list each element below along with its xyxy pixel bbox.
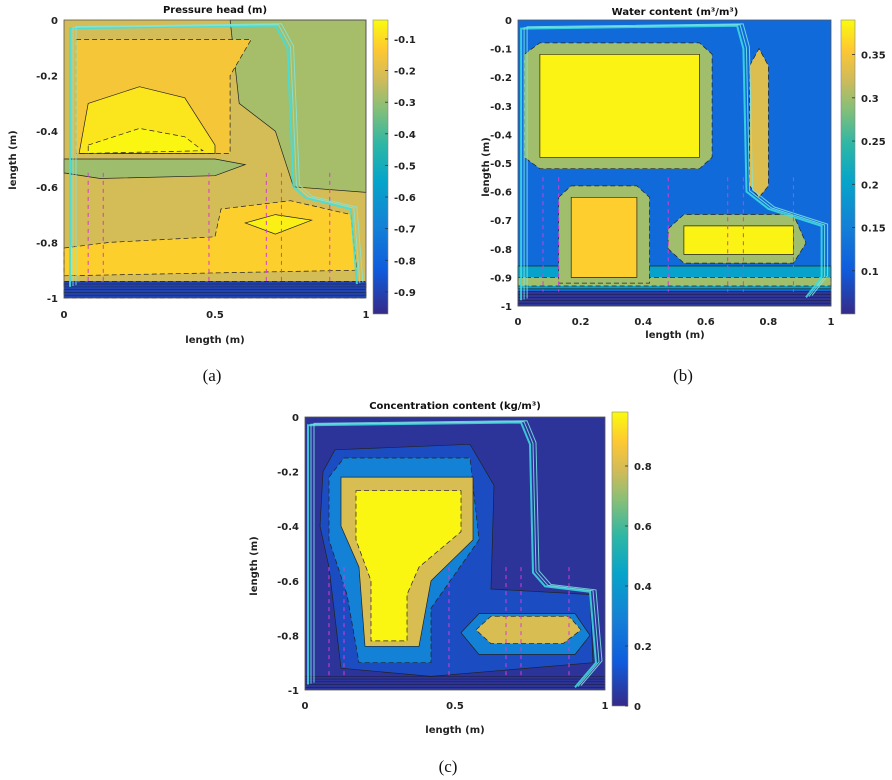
- contour-region: [475, 615, 582, 644]
- x-tick-label: 0: [515, 317, 522, 328]
- y-tick-label: -0.7: [490, 216, 512, 227]
- y-tick-label: -0.8: [490, 245, 512, 256]
- x-tick-label: 1: [602, 701, 609, 712]
- colorbar-tick-label: -0.4: [394, 130, 416, 141]
- y-tick-label: -0.4: [277, 522, 299, 533]
- panel-caption: (c): [439, 757, 458, 776]
- x-tick-label: 1: [363, 310, 370, 321]
- x-tick-label: 0: [61, 310, 68, 321]
- colorbar-tick-label: -0.3: [394, 98, 416, 109]
- colorbar-tick-label: 0.4: [634, 582, 652, 593]
- plot-area: [63, 19, 367, 299]
- y-tick-label: -0.6: [36, 183, 58, 194]
- plot-frame: [304, 416, 606, 691]
- y-tick-label: 0: [292, 413, 299, 424]
- y-tick-label: -0.1: [490, 45, 512, 56]
- streamline: [69, 24, 358, 287]
- colorbar-tick-label: 0.1: [861, 267, 879, 278]
- chart-title: Water content (m³/m³): [612, 7, 739, 18]
- x-axis-label: length (m): [645, 330, 704, 341]
- plot-frame: [517, 19, 832, 307]
- panel-caption: (a): [203, 366, 222, 385]
- y-tick-label: -0.2: [36, 72, 58, 83]
- streamline: [310, 421, 600, 687]
- x-tick-label: 1: [828, 317, 835, 328]
- colorbar-tick-label: -0.7: [394, 225, 416, 236]
- y-axis-label: length (m): [8, 130, 19, 189]
- colorbar-tick-label: -0.5: [394, 161, 416, 172]
- plot-area: [517, 19, 832, 307]
- x-tick-label: 0: [302, 701, 309, 712]
- colorbar: [611, 411, 629, 707]
- y-tick-label: -0.4: [36, 127, 58, 138]
- streamline: [520, 24, 823, 301]
- colorbar-tick-label: 0.35: [861, 51, 886, 62]
- contour-region: [87, 128, 204, 154]
- y-axis-label: length (m): [249, 536, 260, 595]
- y-tick-label: -1: [47, 294, 58, 305]
- y-tick-label: -0.6: [277, 577, 299, 588]
- plot-frame: [63, 19, 367, 299]
- panel-caption: (b): [673, 366, 693, 385]
- contour-region: [355, 490, 462, 642]
- y-tick-label: -0.3: [490, 102, 512, 113]
- streamline: [307, 421, 598, 688]
- colorbar-tick-label: -0.6: [394, 193, 416, 204]
- streamline: [523, 24, 826, 300]
- y-tick-label: -1: [501, 302, 512, 313]
- colorbar-tick-label: 0.25: [861, 137, 886, 148]
- panel-water-content: Water content (m³/m³) length (m) length …: [481, 7, 886, 385]
- x-tick-label: 0.4: [634, 317, 652, 328]
- x-tick-label: 0.5: [206, 310, 224, 321]
- contour-region: [517, 291, 832, 307]
- colorbar-tick-label: 0.15: [861, 224, 886, 235]
- contour-region: [539, 53, 700, 158]
- chart-title: Pressure head (m): [163, 5, 267, 16]
- chart-title: Concentration content (kg/m³): [369, 401, 541, 412]
- y-tick-label: 0: [51, 16, 58, 27]
- colorbar-tick-label: 0: [634, 702, 641, 713]
- y-axis-label: length (m): [481, 137, 492, 196]
- panel-concentration: Concentration content (kg/m³) length (m)…: [249, 401, 652, 776]
- y-tick-label: -0.2: [490, 73, 512, 84]
- plot-area: [304, 416, 606, 691]
- x-tick-label: 0.8: [760, 317, 778, 328]
- y-tick-label: -0.8: [36, 238, 58, 249]
- x-axis-label: length (m): [425, 725, 484, 736]
- colorbar-tick-label: -0.2: [394, 67, 416, 78]
- x-tick-label: 0.6: [697, 317, 715, 328]
- y-tick-label: -0.4: [490, 130, 512, 141]
- colorbar-tick-label: -0.1: [394, 35, 416, 46]
- colorbar-tick-label: 0.8: [634, 462, 652, 473]
- y-tick-label: -0.9: [490, 273, 512, 284]
- streamline: [313, 420, 603, 686]
- streamline: [526, 23, 829, 299]
- colorbar-tick-label: 0.6: [634, 522, 652, 533]
- colorbar: [840, 19, 856, 315]
- colorbar-tick-label: 0.3: [861, 94, 879, 105]
- contour-region: [570, 196, 638, 278]
- y-tick-label: -0.2: [277, 468, 299, 479]
- x-axis-label: length (m): [185, 335, 244, 346]
- colorbar: [372, 19, 389, 315]
- x-tick-label: 0.5: [446, 701, 464, 712]
- y-tick-label: -0.6: [490, 188, 512, 199]
- panel-pressure-head: Pressure head (m) length (m) length (m) …: [8, 5, 416, 385]
- y-tick-label: -0.8: [277, 631, 299, 642]
- colorbar-tick-label: 0.2: [861, 180, 879, 191]
- colorbar-tick-label: -0.9: [394, 288, 416, 299]
- contour-region: [683, 225, 794, 255]
- contour-region: [244, 214, 313, 235]
- streamline: [75, 23, 364, 286]
- y-tick-label: -0.5: [490, 159, 512, 170]
- colorbar-tick-label: -0.8: [394, 256, 416, 267]
- streamline: [72, 24, 361, 286]
- y-tick-label: 0: [505, 16, 512, 27]
- y-tick-label: -1: [288, 686, 299, 697]
- x-tick-label: 0.2: [572, 317, 590, 328]
- colorbar-tick-label: 0.2: [634, 642, 652, 653]
